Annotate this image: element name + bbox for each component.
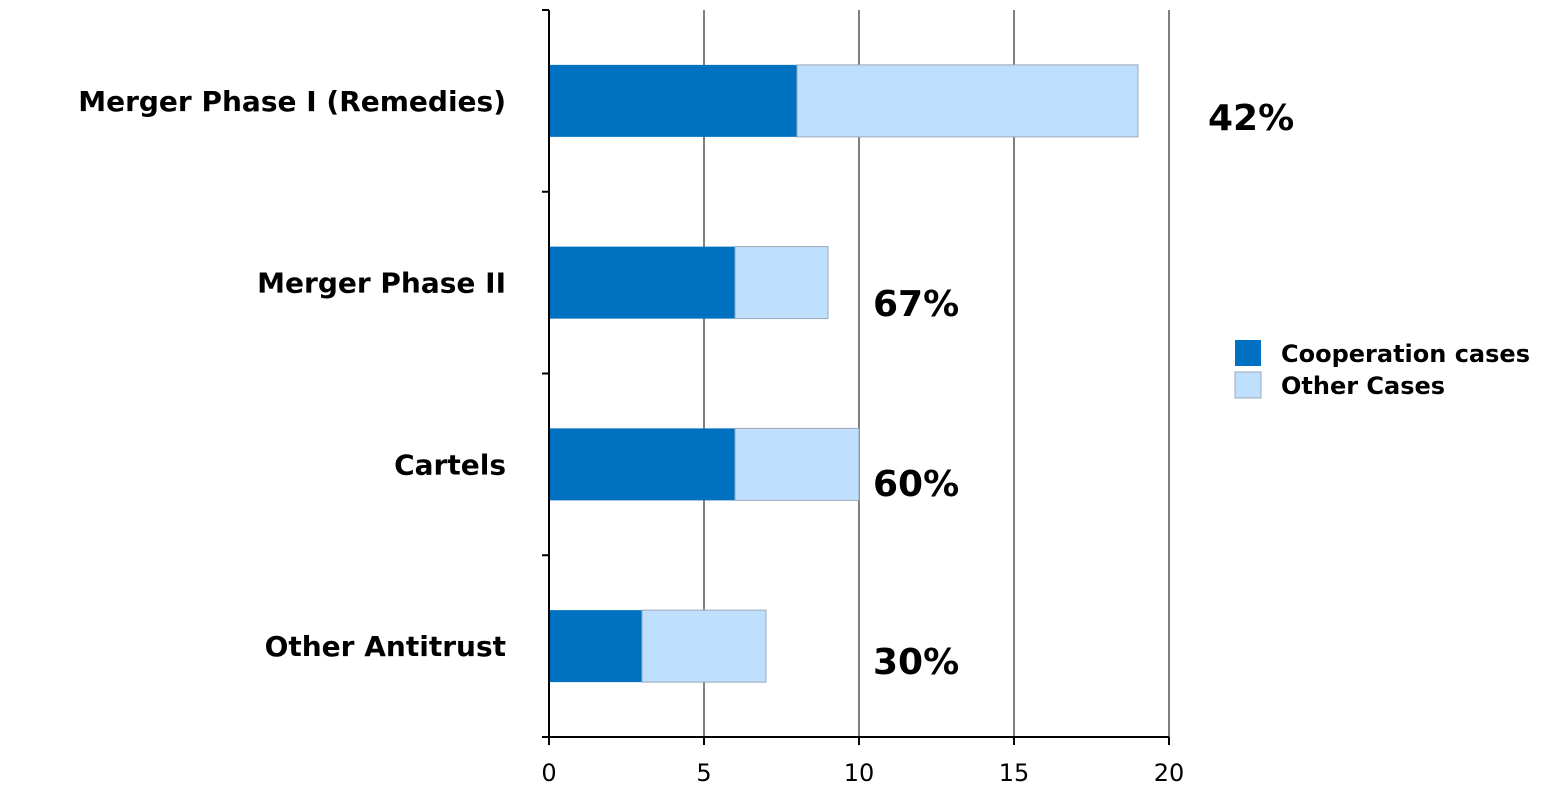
category-label: Other Antitrust (265, 630, 506, 663)
x-tick-label: 0 (541, 759, 556, 785)
category-label: Merger Phase I (Remedies) (78, 85, 506, 118)
legend-swatch-other (1234, 371, 1262, 399)
category-label: Merger Phase II (257, 267, 506, 300)
legend-swatch-cooperation (1235, 340, 1261, 366)
bar-cooperation-2 (549, 428, 735, 501)
x-tick-label: 5 (696, 759, 711, 785)
x-tick-label: 20 (1154, 759, 1185, 785)
bar-other-2 (734, 427, 860, 501)
percent-label: 42% (1208, 98, 1294, 139)
legend-label: Other Cases (1281, 372, 1445, 400)
bar-cooperation-1 (549, 246, 735, 319)
percent-label: 67% (873, 284, 959, 325)
bar-cooperation-0 (549, 64, 797, 137)
category-label: Cartels (394, 448, 506, 481)
x-tick-label: 10 (844, 759, 875, 785)
x-tick-label: 15 (999, 759, 1030, 785)
bar-cooperation-3 (549, 610, 642, 683)
percent-label: 60% (873, 464, 959, 505)
legend-label: Cooperation cases (1281, 340, 1530, 368)
bar-other-1 (734, 246, 829, 320)
percent-label: 30% (873, 642, 959, 683)
bar-other-0 (796, 64, 1139, 138)
bar-other-3 (641, 609, 767, 683)
